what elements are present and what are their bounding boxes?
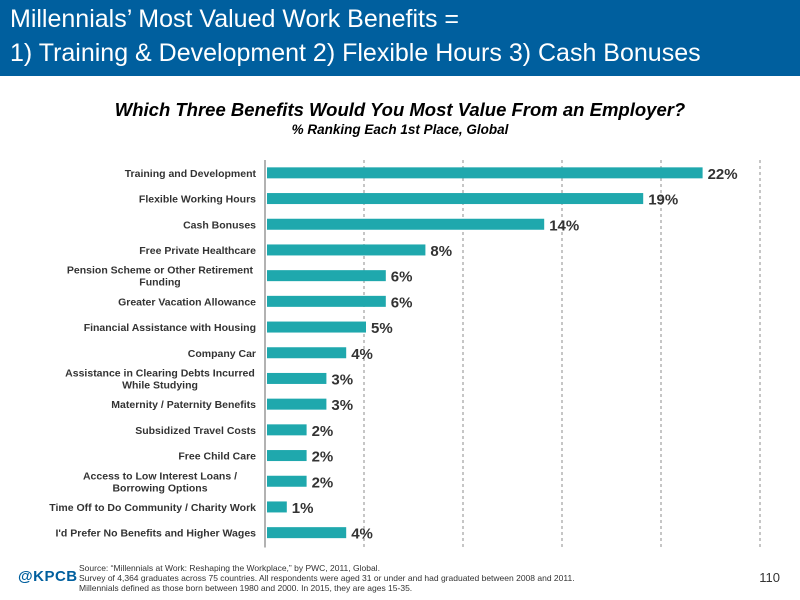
footer: @KPCB Source: “Millennials at Work: Resh…: [0, 560, 800, 600]
page-title-line-2: 1) Training & Development 2) Flexible Ho…: [10, 39, 701, 67]
category-label: Assistance in Clearing Debts Incurred Whi…: [65, 367, 255, 391]
value-label: 19%: [648, 192, 678, 209]
bar: [267, 167, 703, 179]
bar: [267, 218, 545, 230]
category-label: Company Car: [188, 348, 256, 360]
bar: [267, 270, 386, 282]
category-label: Free Child Care: [178, 451, 256, 463]
bar: [267, 321, 366, 333]
value-label: 6%: [391, 269, 413, 286]
source-line-1: Source: “Millennials at Work: Reshaping …: [79, 563, 380, 573]
category-label: Greater Vacation Allowance: [118, 296, 256, 308]
bar: [267, 527, 347, 539]
bar: [267, 347, 347, 359]
category-label: Access to Low Interest Loans / Borrowing …: [83, 470, 237, 494]
value-label: 6%: [391, 294, 413, 311]
value-label: 2%: [312, 449, 334, 466]
bar: [267, 244, 426, 256]
category-label: Financial Assistance with Housing: [84, 322, 256, 334]
category-label: Flexible Working Hours: [139, 194, 256, 206]
category-label: I'd Prefer No Benefits and Higher Wages: [56, 528, 257, 540]
bar: [267, 450, 307, 462]
value-label: 14%: [549, 217, 579, 234]
chart-subtitle: % Ranking Each 1st Place, Global: [291, 122, 509, 137]
page-title-line-1: Millennials’ Most Valued Work Benefits =: [10, 5, 460, 33]
value-label: 1%: [292, 500, 314, 517]
category-label: Training and Development: [125, 168, 257, 180]
value-label: 22%: [708, 166, 738, 183]
header-banner: Millennials’ Most Valued Work Benefits =…: [0, 0, 800, 76]
bar: [267, 398, 327, 410]
page-number: 110: [759, 570, 780, 585]
value-label: 3%: [331, 371, 353, 388]
category-label: Free Private Healthcare: [139, 245, 256, 257]
value-label: 3%: [331, 397, 353, 414]
bar-chart: 22% Training and Development 19% Flexible W…: [49, 160, 761, 548]
category-label: Pension Scheme or Other Retirement Fundin…: [67, 265, 254, 289]
bar: [267, 475, 307, 487]
kpcb-logo: @KPCB: [18, 568, 78, 585]
category-label: Subsidized Travel Costs: [135, 425, 256, 437]
bar: [267, 193, 644, 205]
value-label: 2%: [312, 423, 334, 440]
bar: [267, 295, 386, 307]
category-label: Cash Bonuses: [183, 219, 256, 231]
source-notes: Source: “Millennials at Work: Reshaping …: [79, 563, 575, 593]
category-label: Maternity / Paternity Benefits: [111, 399, 256, 411]
value-label: 4%: [351, 346, 373, 363]
chart-title: Which Three Benefits Would You Most Valu…: [114, 99, 686, 120]
category-label: Time Off to Do Community / Charity Work: [49, 502, 256, 514]
source-line-3: Millennials defined as those born betwee…: [79, 583, 413, 593]
bar: [267, 501, 287, 513]
value-label: 8%: [430, 243, 452, 260]
bar: [267, 372, 327, 384]
value-label: 4%: [351, 526, 373, 543]
value-label: 2%: [312, 474, 334, 491]
value-label: 5%: [371, 320, 393, 337]
source-line-2: Survey of 4,364 graduates across 75 coun…: [79, 573, 575, 583]
bar: [267, 424, 307, 436]
